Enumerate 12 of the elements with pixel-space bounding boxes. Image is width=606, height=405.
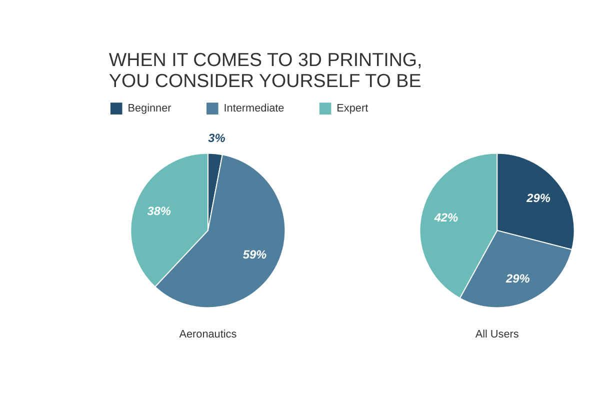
data-label: 38% <box>147 204 172 218</box>
data-label: 29% <box>505 272 530 286</box>
chart-title: WHEN IT COMES TO 3D PRINTING, YOU CONSIDER YOURSELF TO BE <box>108 49 422 91</box>
data-label: 29% <box>526 191 551 206</box>
data-label: 42% <box>433 210 459 224</box>
data-label: 59% <box>242 247 268 262</box>
data-label: 3% <box>208 130 226 145</box>
text: All Users <box>475 328 520 340</box>
legend-label: Expert <box>336 102 368 115</box>
legend-label: Beginner <box>128 102 172 115</box>
legend-label: Intermediate <box>224 102 284 115</box>
text: Aeronautics <box>179 328 238 340</box>
